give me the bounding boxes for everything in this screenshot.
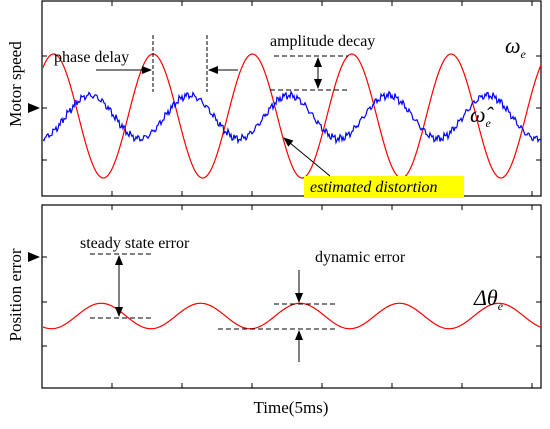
position-axis-marker <box>28 252 40 262</box>
amplitude-decay-label: amplitude decay <box>270 33 375 50</box>
speed-plot-ticks <box>42 1 541 196</box>
omega-hat-series-label: ω̂e <box>470 102 495 130</box>
steady-state-error-annotation: steady state error <box>80 235 190 319</box>
position-plot-frame <box>41 204 542 389</box>
speed-axis-marker <box>28 103 40 113</box>
x-axis-label: Time(5ms) <box>254 398 329 417</box>
steady-state-error-label: steady state error <box>80 235 190 252</box>
speed-y-axis-label: Motor speed <box>6 41 25 127</box>
phase-delay-annotation: phase delay <box>54 35 238 92</box>
delta-theta-series-line <box>43 302 541 330</box>
estimated-distortion-label: estimated distortion <box>310 179 438 196</box>
estimated-distortion-annotation: estimated distortion <box>283 137 464 198</box>
omega-hat-series-line <box>43 89 541 145</box>
delta-theta-series-label: Δθe <box>473 285 504 313</box>
position-plot-ticks <box>42 205 541 388</box>
dynamic-error-label: dynamic error <box>315 249 406 266</box>
dynamic-error-annotation: dynamic error <box>218 249 406 362</box>
position-y-axis-label: Position error <box>6 248 25 342</box>
phase-delay-label: phase delay <box>54 49 129 66</box>
estimated-distortion-highlight <box>304 176 464 198</box>
speed-plot-frame <box>41 0 542 197</box>
amplitude-decay-annotation: amplitude decay <box>270 33 375 91</box>
omega-e-series-label: ωe <box>505 33 527 61</box>
